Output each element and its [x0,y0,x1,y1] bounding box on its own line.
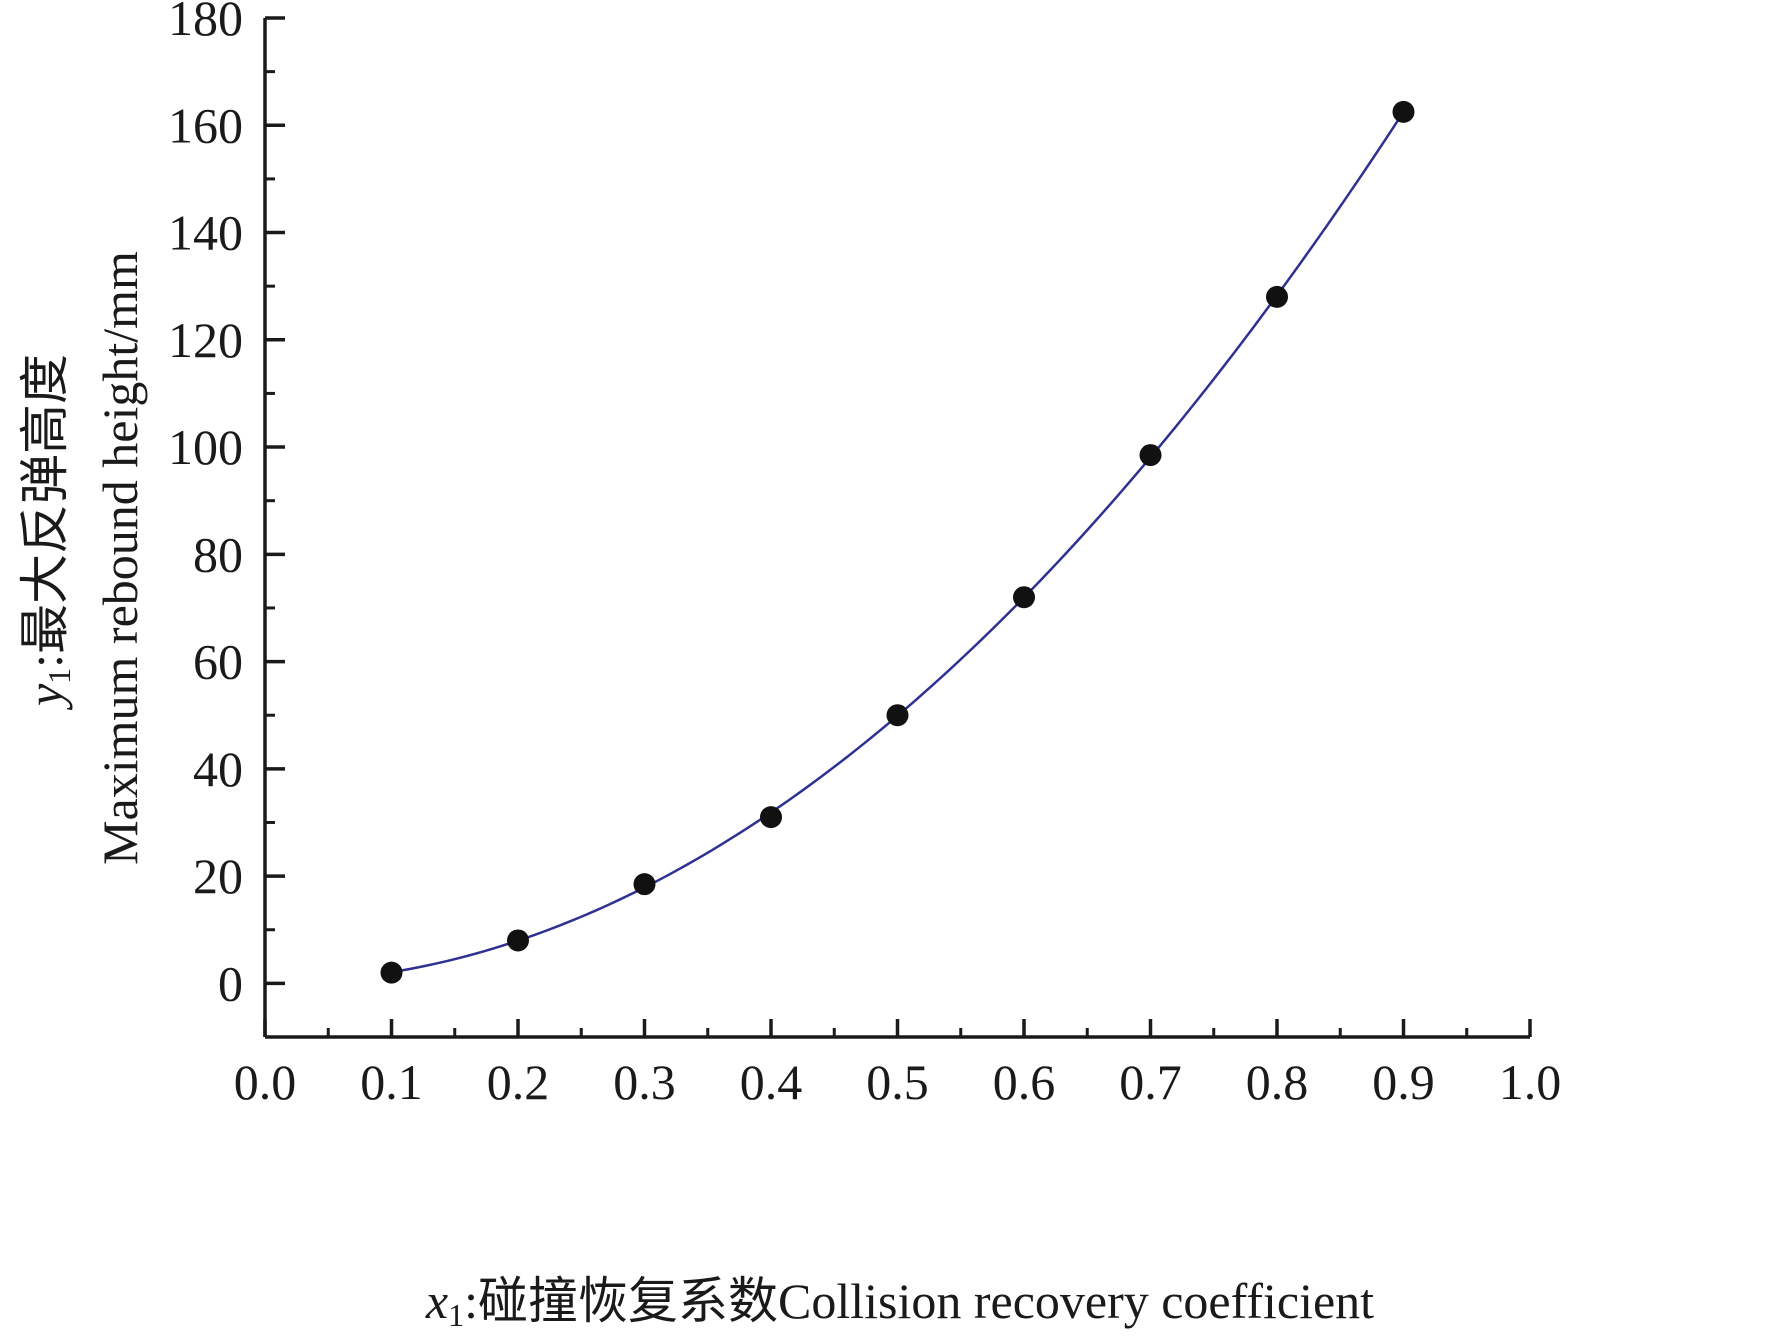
data-point [380,961,403,984]
x-tick-label: 0.7 [1119,1054,1182,1110]
x-tick-label: 0.4 [740,1054,803,1110]
y-tick-label: 140 [168,205,243,261]
y-tick-label: 20 [193,848,243,904]
y-tick-label: 100 [168,419,243,475]
y-tick-label: 60 [193,634,243,690]
data-point [1266,285,1288,308]
y-tick-label: 180 [168,0,243,46]
y-tick-label: 80 [193,526,243,582]
y-tick-label: 40 [193,741,243,797]
x-axis-var-subscript: 1 [448,1297,464,1333]
x-tick-label: 0.5 [866,1054,929,1110]
x-tick-label: 0.0 [234,1054,297,1110]
y-tick-label: 120 [168,312,243,368]
x-tick-label: 0.6 [993,1054,1056,1110]
y-axis-var: y [17,683,73,711]
y-axis-title-line1: y1:最大反弹高度 [17,354,77,711]
x-tick-label: 1.0 [1499,1054,1562,1110]
data-point [1139,444,1162,467]
x-tick-label: 0.1 [360,1054,423,1110]
data-point [1013,586,1035,609]
fit-curve-layer [391,111,1405,974]
y-axis-var-subscript: 1 [41,668,77,684]
y-axis-title-line2: Maximum rebound height/mm [92,251,148,865]
y-tick-label: 0 [218,955,243,1011]
data-point [633,873,656,896]
tick-labels-layer: 0.0 0.1 0.2 0.3 0.4 0.5 0.6 0.7 0.8 0.9 1.0 0 20 40 60… [168,0,1561,1110]
x-axis-title: x1:碰撞恢复系数Collision recovery coefficient [425,1273,1374,1333]
x-tick-label: 0.2 [487,1054,550,1110]
x-axis-var: x [425,1273,448,1329]
axes [263,16,1532,1039]
data-point [507,929,529,952]
y-axis-title: y1:最大反弹高度 Maximum rebound height/mm [17,251,148,865]
x-tick-label: 0.3 [613,1054,676,1110]
y-axis-label-text: :最大反弹高度 [17,354,73,668]
data-point [886,704,909,727]
x-tick-label: 0.8 [1246,1054,1309,1110]
x-axis-label-text: :碰撞恢复系数Collision recovery coefficient [464,1273,1374,1329]
data-point [760,806,782,829]
data-point [1392,100,1415,123]
data-points-layer [380,100,1415,984]
fit-curve [391,111,1405,974]
y-tick-label: 160 [168,97,243,153]
x-tick-label: 0.9 [1372,1054,1435,1110]
